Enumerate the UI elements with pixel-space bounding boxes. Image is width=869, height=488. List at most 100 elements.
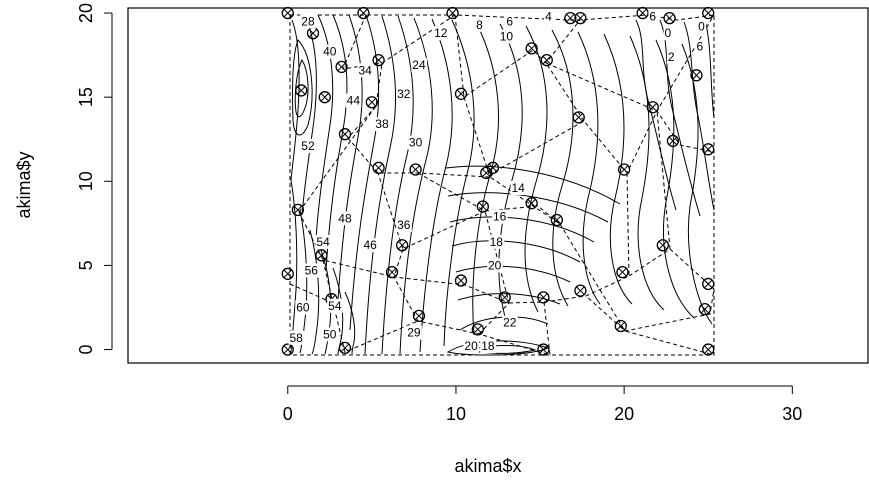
data-point (412, 309, 426, 323)
contour-line (419, 18, 453, 353)
contour-line (292, 39, 313, 136)
data-point (318, 91, 331, 104)
data-point (702, 343, 715, 356)
contour-label-background (498, 29, 515, 44)
data-point (486, 161, 500, 174)
contour-label-background (505, 14, 515, 29)
contour-line (447, 192, 609, 223)
data-point (498, 291, 511, 304)
contour-label-background (411, 58, 427, 73)
data-point (550, 213, 564, 227)
contour-label-background (486, 258, 503, 273)
contour-label-background (396, 218, 412, 233)
contour-line (325, 14, 348, 271)
contour-line (320, 249, 332, 355)
contour-label: 4 (545, 9, 552, 23)
contour-line (551, 29, 574, 307)
contour-label: 14 (512, 181, 526, 195)
y-tick-label: 15 (76, 87, 96, 107)
contour-line (451, 240, 581, 263)
data-point (614, 319, 627, 333)
triangulation-line (585, 248, 715, 332)
contour-label-background (315, 234, 332, 249)
triangulation-line (656, 110, 671, 250)
data-point (564, 11, 577, 25)
contour-label-background (406, 325, 422, 340)
contour-label-background (502, 315, 518, 330)
triangulation-line (298, 62, 383, 213)
contour-label-background (510, 181, 527, 196)
contour-label: 2 (668, 50, 675, 64)
data-point (372, 54, 385, 67)
contour-label-background (463, 339, 480, 354)
contour-label: 48 (338, 211, 352, 225)
contour-label: 52 (301, 139, 315, 153)
contour-label: 18 (490, 235, 504, 249)
data-point (525, 42, 538, 55)
contour-line (301, 15, 317, 216)
data-point (372, 161, 385, 174)
contour-label: 8 (476, 18, 483, 32)
contour-line (457, 293, 561, 305)
contour-line (603, 33, 633, 305)
contour-line (705, 23, 715, 119)
y-axis-label: akima$y (14, 151, 34, 218)
contour-label-background (374, 117, 390, 132)
contour-label: 6 (506, 14, 513, 28)
contour-line (364, 15, 396, 355)
contour-line (337, 14, 363, 301)
contour-line (399, 17, 433, 355)
contour-line (449, 216, 595, 243)
contour-label-background (357, 63, 374, 78)
contour-label-background (300, 138, 316, 153)
contour-line (344, 291, 356, 355)
data-point (616, 265, 629, 279)
contour-label: 36 (397, 218, 411, 232)
contour-label-background (396, 86, 412, 101)
data-point (617, 163, 631, 176)
contour-label-background (322, 44, 338, 59)
contour-line (381, 15, 414, 355)
contour-label-background (492, 209, 508, 224)
contour-line (349, 14, 380, 331)
contour-line (524, 25, 548, 313)
data-point (385, 265, 399, 279)
contour-line (443, 19, 475, 347)
contour-line (498, 23, 523, 321)
data-point (690, 69, 703, 82)
data-point (335, 60, 348, 74)
data-point (281, 6, 294, 20)
contour-label-background (475, 17, 485, 32)
contour-label-background (303, 263, 320, 278)
data-points (281, 6, 715, 356)
contour-label: 28 (301, 14, 315, 28)
contour-label: 60 (296, 300, 310, 314)
contour-label: 0 (698, 20, 705, 34)
triangulation-line (508, 172, 630, 304)
data-point (315, 249, 328, 262)
contour-label: 24 (412, 58, 426, 72)
contour-label: 29 (407, 326, 421, 340)
x-axis-label: akima$x (454, 456, 521, 476)
triangulation-line (289, 283, 334, 304)
contour-label-background (327, 298, 343, 313)
contour-label-background (695, 39, 705, 54)
contour-label: 30 (409, 136, 423, 150)
contour-label-background (648, 9, 658, 24)
contour-label-background (300, 14, 316, 29)
contour-label-background (407, 135, 424, 150)
data-point (476, 200, 490, 213)
data-point (281, 267, 294, 280)
contour-label: 16 (493, 210, 507, 224)
contour-label-background (544, 9, 554, 24)
contour-label: 6 (649, 9, 656, 23)
contour-line (455, 265, 571, 283)
contour-line (472, 21, 499, 336)
y-tick-label: 0 (76, 345, 96, 355)
data-point (666, 134, 680, 148)
data-point (636, 6, 649, 20)
contour-label-background (663, 26, 673, 41)
data-point (291, 203, 305, 217)
data-point (281, 343, 294, 356)
